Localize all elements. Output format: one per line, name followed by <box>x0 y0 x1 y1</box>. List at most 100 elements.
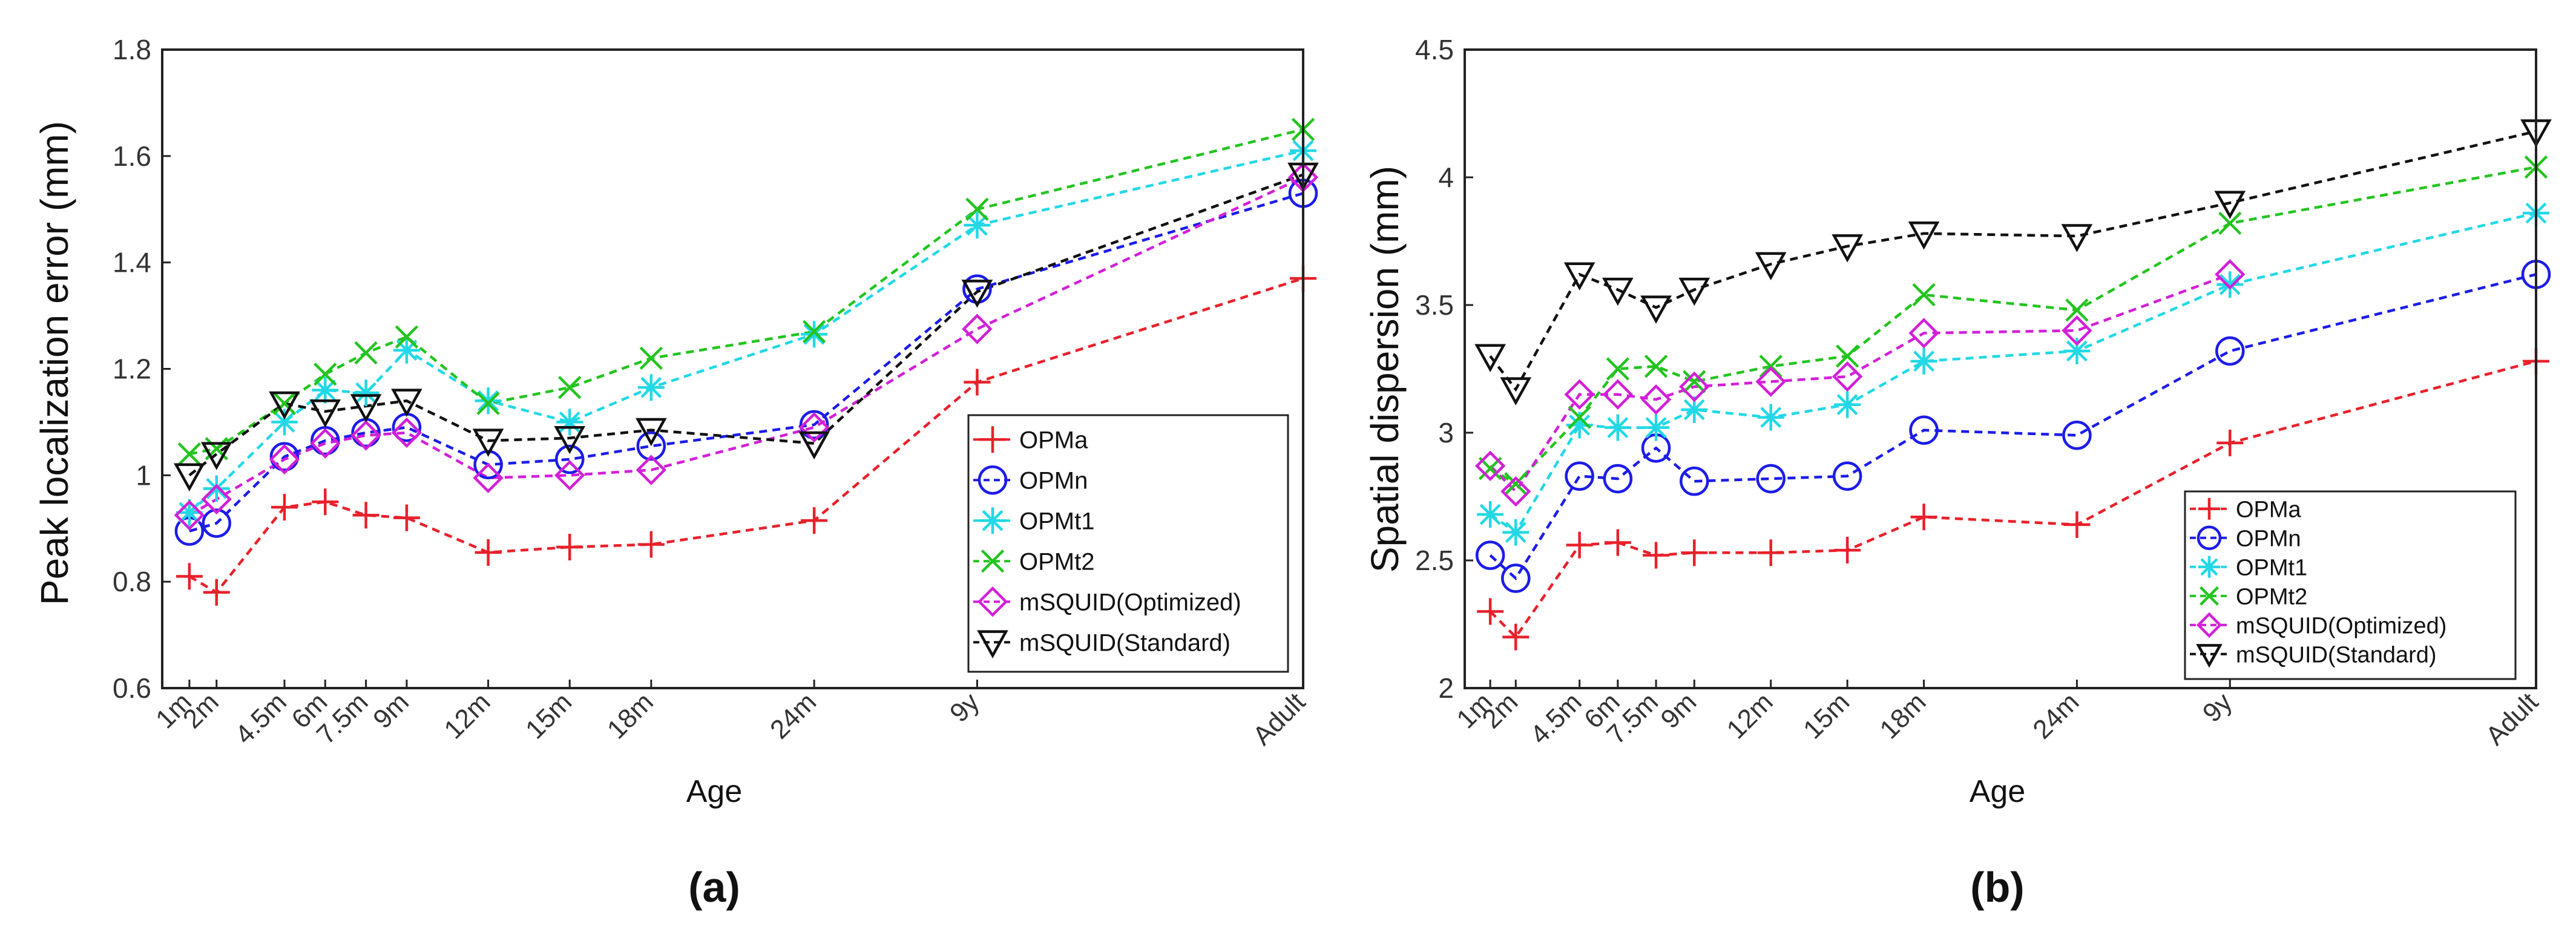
chart-b-point-opmn-8 <box>1909 415 1939 445</box>
chart-a-point-opmt2-10 <box>965 197 989 221</box>
chart-b-point-msquid-optimized-10 <box>2215 259 2246 290</box>
chart-b-point-opmt1-6 <box>1757 404 1784 431</box>
chart-a-point-opmt2-5 <box>395 325 419 349</box>
chart-a-legend-marker-msquid-optimized <box>977 586 1008 617</box>
chart-a-point-opma-5 <box>393 504 420 531</box>
chart-a-point-msquid-optimized-3 <box>310 428 341 459</box>
chart-b-legend-label-opmn: OPMn <box>2236 526 2301 551</box>
chart-a-point-opmt1-7 <box>556 409 583 436</box>
chart-b-line-opmn <box>1489 273 2537 580</box>
chart-b-legend-marker-opmt2 <box>2200 586 2219 606</box>
chart-b-point-msquid-optimized-1 <box>1500 476 1531 507</box>
chart-a-legend-marker-opmn <box>978 465 1008 495</box>
chart-b-point-opmn-7 <box>1832 461 1862 491</box>
chart-a-ytick-label: 0.8 <box>113 566 151 597</box>
chart-b-point-opmt1-3 <box>1604 414 1631 441</box>
chart-b-point-opmn-5 <box>1680 466 1709 496</box>
chart-a-point-opmt2-8 <box>639 346 663 370</box>
chart-a-point-opma-9 <box>801 507 828 534</box>
chart-b-legend-marker-msquid-standard <box>2196 644 2223 668</box>
chart-b-point-opma-8 <box>1910 504 1937 531</box>
chart-b-point-msquid-standard-0 <box>1474 344 1506 373</box>
chart-a-yticks: 0.6 0.8 1 1.2 1.4 1.6 1.8 <box>113 34 171 704</box>
chart-a-point-msquid-standard-10 <box>961 280 993 308</box>
chart-b-legend-label-opma: OPMa <box>2236 497 2302 522</box>
chart-a-point-msquid-standard-9 <box>798 431 830 460</box>
chart-b-point-opmt2-5 <box>1683 370 1706 393</box>
chart-b-point-opmn-9 <box>2062 420 2092 450</box>
chart-a-point-opma-3 <box>312 488 339 516</box>
chart-a-ytick-label: 0.6 <box>113 672 151 704</box>
chart-a-point-opmt1-9 <box>801 321 828 348</box>
chart-a-point-msquid-optimized-5 <box>391 417 422 448</box>
chart-a-point-msquid-standard-5 <box>391 389 422 417</box>
chart-b-legend-marker-opma <box>2198 497 2220 520</box>
chart-b-yticks: 2 2.5 3 3.5 4 4.5 <box>1415 34 1473 704</box>
chart-b-point-msquid-standard-7 <box>1832 234 1863 263</box>
chart-b-legend-label-opmt1: OPMt1 <box>2236 555 2307 580</box>
chart-a-legend-marker-opma <box>979 426 1006 453</box>
chart-a-point-opmn-8 <box>636 431 666 461</box>
chart-b-point-opma-9 <box>2063 511 2091 538</box>
chart-a-point-msquid-standard-6 <box>472 428 504 457</box>
chart-a-point-opmt1-5 <box>393 336 420 364</box>
chart-a-line-opmt2 <box>189 128 1304 456</box>
chart-b-ytick-label: 3.5 <box>1415 289 1454 321</box>
chart-b-ytick-label: 3 <box>1438 417 1454 448</box>
chart-b-point-msquid-standard-3 <box>1602 277 1634 306</box>
chart-a-legend-label-opmt2: OPMt2 <box>1019 549 1094 576</box>
chart-a-point-opmt2-6 <box>476 392 500 415</box>
chart-b-point-opmt1-0 <box>1477 501 1504 528</box>
chart-a-point-opmt2-7 <box>558 376 582 399</box>
chart-b-point-opma-3 <box>1604 529 1631 556</box>
chart-a-ytick-label: 1.6 <box>113 140 151 172</box>
chart-a-point-msquid-standard-4 <box>350 394 382 422</box>
chart-a-point-opma-8 <box>637 531 665 558</box>
chart-a-point-opma-10 <box>964 369 991 396</box>
chart-b-point-opmn-10 <box>2215 336 2245 366</box>
chart-b-legend-label-msquid-standard: mSQUID(Standard) <box>2236 642 2437 668</box>
chart-a-point-opma-6 <box>475 539 502 566</box>
chart-a-point-msquid-optimized-0 <box>174 500 205 531</box>
chart-b-point-msquid-optimized-9 <box>2062 315 2092 346</box>
chart-a-line-opma <box>188 277 1304 594</box>
chart-a-point-msquid-optimized-8 <box>636 455 667 485</box>
chart-b-ytick-label: 2.5 <box>1415 545 1454 576</box>
chart-b-point-opma-6 <box>1757 539 1784 566</box>
chart-a-legend-label-opmn: OPMn <box>1019 468 1088 494</box>
chart-a-panel-label: (a) <box>688 864 740 911</box>
chart-a-point-msquid-standard-1 <box>200 442 232 470</box>
chart-a-point-opmt2-9 <box>802 320 826 344</box>
chart-a-ytick-label: 1 <box>136 459 151 491</box>
chart-b-point-opmt1-10 <box>2216 271 2244 298</box>
chart-a-point-opma-7 <box>556 534 583 561</box>
chart-a-legend-label-msquid-optimized: mSQUID(Optimized) <box>1019 589 1241 616</box>
chart-a-legend-label-msquid-standard: mSQUID(Standard) <box>1019 630 1230 657</box>
chart-b-panel-label: (b) <box>1970 864 2024 911</box>
chart-b-legend: OPMa OPMn OPMt1 OPMt2 mSQUID(Optimized) mSQUI… <box>2184 490 2517 680</box>
chart-b-point-msquid-optimized-7 <box>1832 361 1863 392</box>
chart-b-x-axis-title: Age <box>1970 774 2026 809</box>
chart-a-point-opmt1-2 <box>271 409 298 436</box>
chart-b-point-msquid-optimized-3 <box>1602 379 1634 410</box>
chart-a-point-msquid-optimized-2 <box>269 444 300 475</box>
chart-b-series <box>1489 130 2537 640</box>
chart-b-point-opma-2 <box>1566 531 1593 559</box>
chart-a-ytick-label: 1.4 <box>113 247 151 278</box>
chart-a-point-opmn-1 <box>202 508 232 538</box>
chart-b-point-opma-10 <box>2216 429 2244 456</box>
chart-a-point-opma-4 <box>352 502 380 529</box>
chart-b-legend-label-msquid-optimized: mSQUID(Optimized) <box>2236 613 2446 638</box>
chart-b-line-opmt1 <box>1489 211 2537 534</box>
chart-b-point-msquid-standard-9 <box>2061 224 2093 252</box>
chart-a-legend-marker-opmt1 <box>979 507 1006 534</box>
chart-b-point-msquid-standard-1 <box>1500 377 1532 405</box>
chart-a-legend-label-opma: OPMa <box>1019 427 1088 454</box>
chart-b-point-msquid-optimized-6 <box>1755 366 1786 397</box>
chart-a-point-opmt1-1 <box>203 475 230 502</box>
chart-a-legend-label-opmt1: OPMt1 <box>1019 508 1094 535</box>
chart-a-markers <box>174 117 1319 606</box>
chart-a-point-opmt1-3 <box>312 376 339 404</box>
chart-b-point-msquid-standard-6 <box>1755 252 1787 281</box>
